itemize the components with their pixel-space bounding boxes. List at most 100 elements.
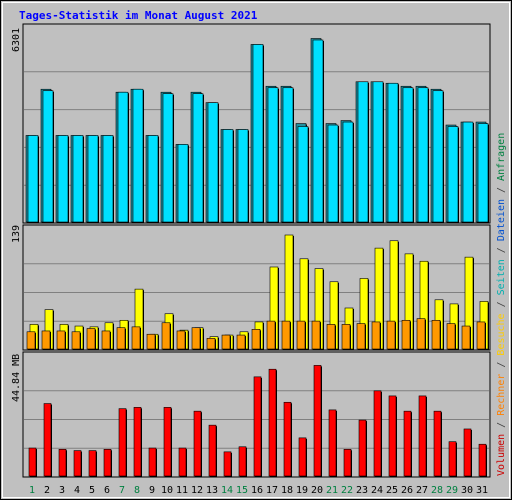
bar-rechner-day-4 xyxy=(71,331,81,350)
bar-volumen-day-27 xyxy=(418,395,427,477)
x-tick-label-day-6: 6 xyxy=(104,485,110,496)
x-tick-label-day-31: 31 xyxy=(476,485,488,496)
bar-volumen-day-29 xyxy=(448,441,457,477)
x-tick-label-day-7: 7 xyxy=(119,485,125,496)
bar-rechner-day-12 xyxy=(191,327,201,350)
bar-dateien-day-11 xyxy=(177,144,189,223)
bar-rechner-day-30 xyxy=(461,325,471,350)
bar-rechner-day-18 xyxy=(281,320,291,350)
bar-volumen-day-16 xyxy=(253,376,262,477)
bar-volumen-day-7 xyxy=(118,408,127,477)
bar-volumen-day-21 xyxy=(328,409,337,477)
bar-volumen-day-3 xyxy=(58,449,67,477)
y-tick-label-middle: 139 xyxy=(11,225,22,243)
legend-part: / xyxy=(496,356,507,374)
x-tick-label-day-28: 28 xyxy=(431,485,443,496)
bar-dateien-day-1 xyxy=(27,135,39,223)
bar-volumen-day-12 xyxy=(193,410,202,477)
bar-dateien-day-23 xyxy=(357,81,369,223)
bar-volumen-day-14 xyxy=(223,451,232,477)
x-tick-label-day-18: 18 xyxy=(281,485,293,496)
bar-rechner-day-28 xyxy=(431,319,441,350)
x-tick-label-day-23: 23 xyxy=(356,485,368,496)
bar-volumen-day-9 xyxy=(148,447,157,477)
x-tick-label-day-12: 12 xyxy=(191,485,203,496)
legend-part: Anfragen xyxy=(496,133,507,181)
bar-volumen-day-22 xyxy=(343,449,352,477)
bar-rechner-day-16 xyxy=(251,329,261,350)
bar-volumen-day-1 xyxy=(28,447,37,477)
legend-part: / xyxy=(496,416,507,434)
bar-rechner-day-2 xyxy=(41,330,51,350)
bar-rechner-day-5 xyxy=(86,328,96,350)
legend-part: Dateien xyxy=(496,199,507,241)
bar-volumen-day-20 xyxy=(313,365,322,477)
bar-rechner-day-14 xyxy=(221,334,231,350)
bar-volumen-day-26 xyxy=(403,410,412,477)
bar-dateien-day-7 xyxy=(117,91,129,223)
bar-rechner-day-3 xyxy=(56,330,66,350)
bar-dateien-day-31 xyxy=(477,123,489,223)
bar-rechner-day-19 xyxy=(296,320,306,350)
bar-dateien-day-28 xyxy=(432,90,444,223)
bar-volumen-day-2 xyxy=(43,403,52,477)
bar-rechner-day-17 xyxy=(266,320,276,350)
x-tick-label-day-16: 16 xyxy=(251,485,263,496)
bar-dateien-day-4 xyxy=(72,135,84,223)
bar-rechner-day-1 xyxy=(26,331,36,350)
x-tick-label-day-1: 1 xyxy=(29,485,35,496)
y-tick-label-top: 6301 xyxy=(11,28,22,52)
bar-rechner-day-9 xyxy=(146,333,156,350)
bar-dateien-day-6 xyxy=(102,135,114,223)
bar-rechner-day-26 xyxy=(401,319,411,350)
bar-rechner-day-23 xyxy=(356,323,366,350)
bar-volumen-day-18 xyxy=(283,401,292,477)
x-tick-label-day-22: 22 xyxy=(341,485,353,496)
x-tick-label-day-17: 17 xyxy=(266,485,278,496)
bar-dateien-day-10 xyxy=(162,93,174,223)
bar-dateien-day-5 xyxy=(87,135,99,223)
x-tick-label-day-10: 10 xyxy=(161,485,173,496)
bar-dateien-day-29 xyxy=(447,126,459,223)
legend-part: Seiten xyxy=(496,259,507,295)
bar-dateien-day-2 xyxy=(42,90,54,223)
chart-title: Tages-Statistik im Monat August 2021 xyxy=(19,9,258,22)
bar-rechner-day-22 xyxy=(341,324,351,350)
bar-dateien-day-26 xyxy=(402,87,414,223)
bar-rechner-day-10 xyxy=(161,322,171,350)
bar-volumen-day-15 xyxy=(238,446,247,477)
bar-rechner-day-11 xyxy=(176,330,186,350)
x-tick-label-day-21: 21 xyxy=(326,485,338,496)
bar-rechner-day-20 xyxy=(311,320,321,350)
x-tick-label-day-24: 24 xyxy=(371,485,383,496)
legend-part: / xyxy=(496,181,507,199)
bar-dateien-day-16 xyxy=(252,44,264,223)
bar-volumen-day-17 xyxy=(268,368,277,477)
bar-volumen-day-8 xyxy=(133,407,142,477)
x-tick-label-day-4: 4 xyxy=(74,485,80,496)
x-tick-label-day-11: 11 xyxy=(176,485,188,496)
x-tick-label-day-20: 20 xyxy=(311,485,323,496)
x-tick-label-day-3: 3 xyxy=(59,485,65,496)
x-tick-label-day-19: 19 xyxy=(296,485,308,496)
bar-volumen-day-4 xyxy=(73,450,82,477)
bar-volumen-day-11 xyxy=(178,447,187,477)
bar-dateien-day-12 xyxy=(192,93,204,223)
bar-rechner-day-31 xyxy=(476,321,486,350)
bar-volumen-day-28 xyxy=(433,410,442,477)
bar-dateien-day-8 xyxy=(132,88,144,223)
x-tick-label-day-13: 13 xyxy=(206,485,218,496)
bar-rechner-day-29 xyxy=(446,323,456,350)
bar-volumen-day-5 xyxy=(88,450,97,477)
bar-dateien-day-20 xyxy=(312,39,324,223)
bar-dateien-day-19 xyxy=(297,126,309,223)
bar-dateien-day-13 xyxy=(207,102,219,223)
x-tick-label-day-15: 15 xyxy=(236,485,248,496)
bar-rechner-day-25 xyxy=(386,320,396,350)
bar-volumen-day-25 xyxy=(388,395,397,477)
legend-part: Besuche xyxy=(496,313,507,355)
bar-dateien-day-18 xyxy=(282,87,294,223)
bar-rechner-day-13 xyxy=(206,338,216,350)
